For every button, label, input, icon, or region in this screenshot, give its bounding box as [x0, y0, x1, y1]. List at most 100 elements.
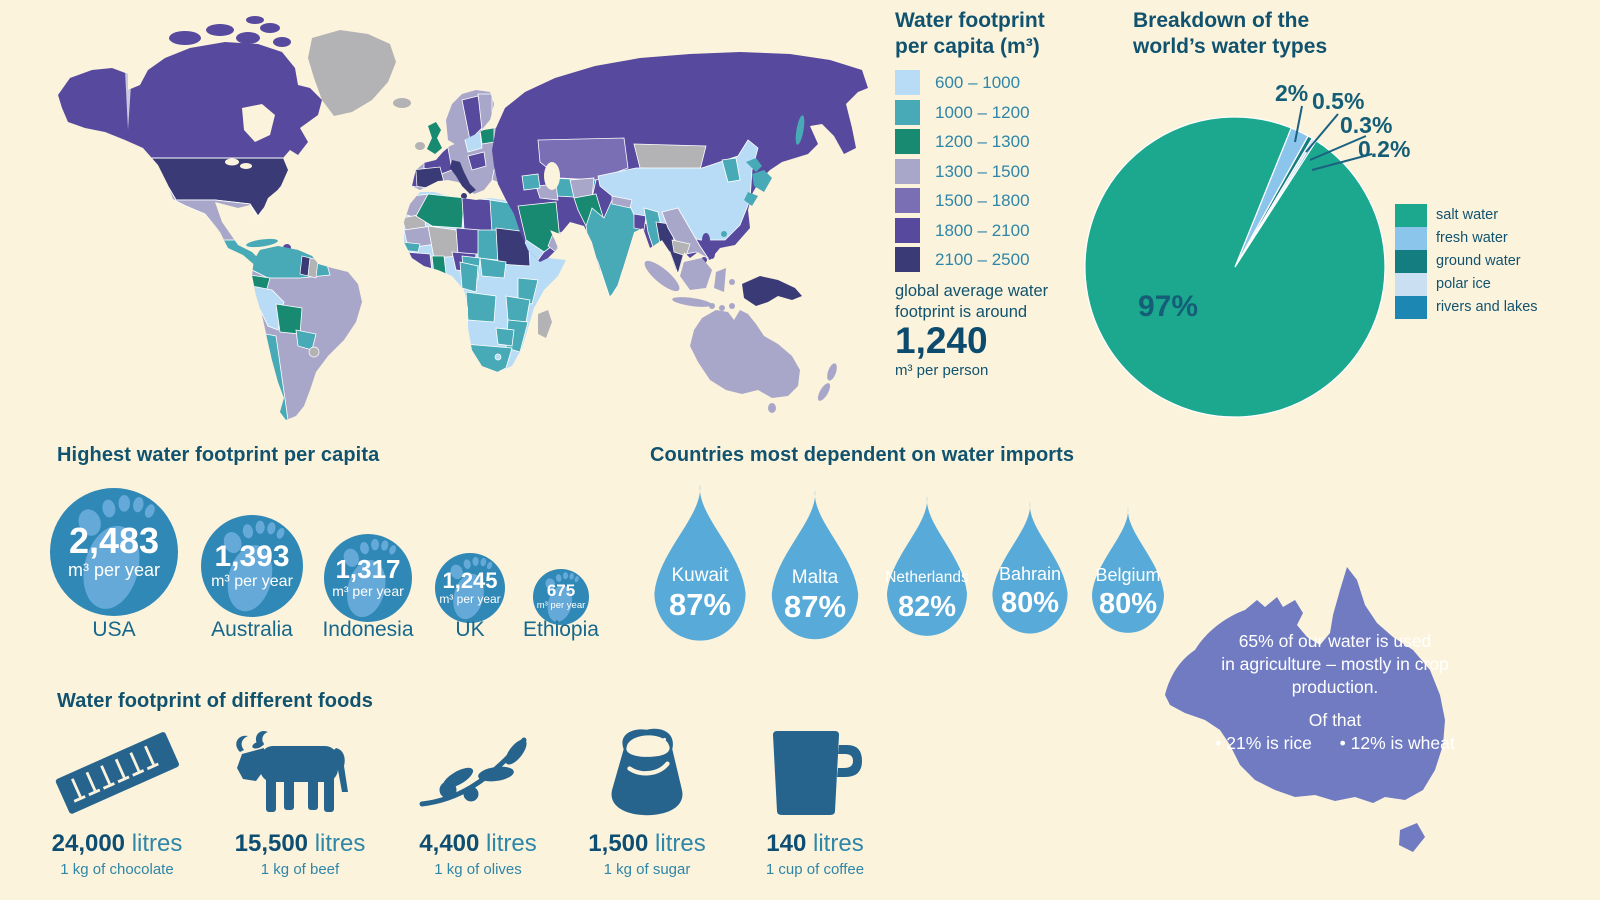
- australia-bullet-wheat: • 12% is wheat: [1339, 733, 1455, 753]
- map-new-zealand: [817, 363, 837, 401]
- global-average-unit: m³ per person: [895, 362, 989, 379]
- australia-callout-text: 65% of our water is used in agriculture …: [1170, 630, 1500, 755]
- footprint-value: 675: [546, 581, 576, 601]
- food-value: 140 litres: [720, 830, 910, 858]
- map-legend-title-line1: Water footprint: [895, 9, 1045, 32]
- pie-legend-swatch: [1395, 250, 1427, 273]
- pie-legend-swatch: [1395, 204, 1427, 227]
- legend-swatch: [895, 159, 920, 184]
- pie-legend-row: fresh water: [1395, 227, 1595, 250]
- pie-legend-label: salt water: [1436, 207, 1499, 223]
- pie-legend-swatch: [1395, 227, 1427, 250]
- australia-tasmania: [1399, 823, 1425, 852]
- pie-legend-label: polar ice: [1436, 276, 1491, 292]
- legend-range-label: 1500 – 1800: [935, 191, 1030, 210]
- global-average-note-line1: global average water: [895, 282, 1049, 300]
- legend-range-label: 1000 – 1200: [935, 103, 1030, 122]
- map-sakhalin: [795, 115, 805, 145]
- drop-percent: 87%: [668, 587, 732, 622]
- global-average-note-line2: footprint is around: [895, 303, 1028, 321]
- pie-callout-lines: [1294, 105, 1373, 171]
- footprint-value: 1,317: [335, 553, 401, 584]
- footprints-section-title: Highest water footprint per capita: [57, 444, 380, 466]
- map-asia: [492, 52, 868, 298]
- drop-country: Kuwait: [671, 565, 729, 586]
- food-value: 1,500 litres: [552, 830, 742, 858]
- footprint-country-label: UK: [455, 618, 485, 641]
- food-item-coffee: 140 litres 1 cup of coffee: [720, 722, 910, 878]
- footprint-circle-australia: 1,393 m³ per year: [201, 515, 303, 617]
- pie-label-rivers-lakes: 0.2%: [1358, 136, 1411, 162]
- footprint-value: 1,393: [214, 539, 290, 573]
- footprint-country-label: USA: [92, 618, 136, 641]
- water-drop-kuwait: Kuwait 87%: [643, 482, 757, 652]
- pie-title-line2: world’s water types: [1133, 35, 1328, 58]
- australia-line3: production.: [1291, 677, 1379, 697]
- drop-country: Bahrain: [998, 564, 1062, 584]
- food-item-chocolate: 24,000 litres 1 kg of chocolate: [22, 722, 212, 878]
- legend-range-label: 600 – 1000: [935, 73, 1021, 92]
- global-average-value: 1,240: [895, 320, 988, 361]
- pie-title: Breakdown of the world’s water types: [1133, 8, 1327, 60]
- footprint-unit: m³ per year: [439, 592, 501, 607]
- australia-map: [1165, 567, 1445, 852]
- pie-label-fresh-water: 2%: [1275, 80, 1309, 106]
- footprint-unit: m³ per year: [211, 573, 293, 591]
- food-value-unit: litres: [486, 830, 537, 857]
- map-iceland: [393, 98, 411, 108]
- map-south-america: [252, 246, 362, 420]
- legend-swatch: [895, 188, 920, 213]
- legend-swatch: [895, 100, 920, 125]
- footprint-circle-ethiopia: 675 m³ per year: [533, 569, 589, 625]
- food-value-unit: litres: [131, 830, 183, 857]
- legend-range-label: 1200 – 1300: [935, 132, 1030, 151]
- footprint-unit: m³ per year: [67, 560, 161, 581]
- map-legend-title-line2: per capita (m³): [895, 35, 1040, 58]
- pie-legend-label: fresh water: [1436, 230, 1508, 246]
- pie-legend-swatch: [1395, 296, 1427, 319]
- food-value-number: 15,500: [234, 830, 309, 857]
- pie-legend-row: rivers and lakes: [1395, 296, 1595, 319]
- map-uk: [427, 122, 442, 154]
- water-drop-belgium: Belgium 80%: [1083, 505, 1173, 642]
- legend-range-label: 1300 – 1500: [935, 162, 1030, 181]
- legend-range-label: 1800 – 2100: [935, 221, 1030, 240]
- footprint-unit: m³ per year: [536, 600, 586, 612]
- food-value: 4,400 litres: [383, 830, 573, 858]
- olive-branch-icon: [383, 722, 573, 822]
- map-madagascar: [538, 310, 552, 338]
- pie-legend-row: polar ice: [1395, 273, 1595, 296]
- food-item-olives: 4,400 litres 1 kg of olives: [383, 722, 573, 878]
- drop-country: Belgium: [1095, 565, 1161, 585]
- pie-legend-row: salt water: [1395, 204, 1595, 227]
- footprint-circle-indonesia: 1,317 m³ per year: [324, 534, 412, 622]
- sugar-sack-icon: [552, 722, 742, 822]
- foods-section-title: Water footprint of different foods: [57, 690, 373, 712]
- drop-percent: 87%: [783, 589, 847, 624]
- pie-slice-salt-water: [1084, 116, 1386, 418]
- drop-percent: 82%: [897, 591, 957, 623]
- world-choropleth-map: [58, 16, 868, 420]
- global-average-note: global average water footprint is around: [895, 281, 1048, 323]
- map-australia: [690, 310, 800, 398]
- drop-country: Malta: [791, 567, 839, 588]
- legend-swatch: [895, 70, 920, 95]
- food-value: 24,000 litres: [22, 830, 212, 858]
- footprint-value: 1,245: [442, 568, 498, 594]
- water-drop-malta: Malta 87%: [761, 488, 869, 650]
- food-value-number: 24,000: [51, 830, 126, 857]
- chocolate-bar-icon: [22, 722, 212, 822]
- pie-label-salt-water: 97%: [1138, 290, 1199, 323]
- cow-icon: [205, 722, 395, 822]
- australia-line4: Of that: [1308, 710, 1362, 730]
- map-italy: [450, 160, 476, 194]
- drop-percent: 80%: [1000, 587, 1060, 619]
- map-new-guinea: [742, 276, 802, 306]
- pie-title-line1: Breakdown of the: [1133, 9, 1310, 32]
- legend-swatch: [895, 218, 920, 243]
- coffee-mug-icon: [720, 722, 910, 822]
- imports-section-title: Countries most dependent on water import…: [650, 444, 1075, 466]
- food-value-unit: litres: [314, 830, 366, 857]
- australia-line2: in agriculture – mostly in crop: [1221, 654, 1449, 674]
